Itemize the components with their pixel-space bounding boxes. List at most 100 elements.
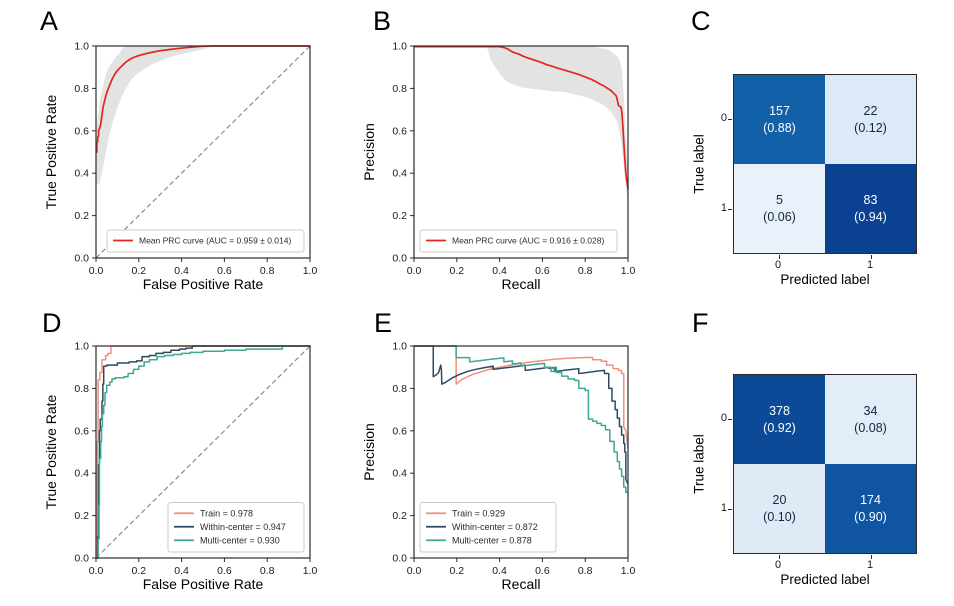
- legend-label: Within-center = 0.947: [200, 522, 286, 532]
- row-tick-label: 0: [720, 112, 727, 124]
- cell-fraction: (0.94): [854, 209, 887, 224]
- panel-f-confusion-matrix: F 378 (0.92) 34 (0.08) 20 (0.10) 174 (0.90) 0 0 1 1…: [636, 300, 954, 606]
- y-tick-label: 1.0: [74, 41, 89, 53]
- row-tick: [728, 418, 732, 420]
- series-line-2: [413, 345, 629, 494]
- x-tick-label: 1.0: [621, 565, 636, 577]
- x-tick-label: 1.0: [303, 565, 318, 577]
- cell-fraction: (0.12): [854, 120, 887, 135]
- legend-label: Within-center = 0.872: [452, 522, 538, 532]
- cell-count: 20: [772, 492, 787, 507]
- panel-label-a: A: [40, 6, 59, 36]
- x-tick-label: 0.8: [578, 565, 593, 577]
- matrix-cell-01: 34 (0.08): [825, 375, 916, 464]
- x-tick-label: 0.6: [535, 265, 550, 277]
- y-tick-label: 0.8: [392, 383, 407, 395]
- y-tick-label: 0.2: [74, 510, 89, 522]
- y-axis-label: True label: [691, 134, 707, 194]
- matrix-cell-10: 20 (0.10): [734, 464, 825, 553]
- col-tick: [870, 255, 872, 259]
- x-tick-label: 0.4: [174, 265, 189, 277]
- x-tick-label: 0.2: [449, 265, 464, 277]
- y-tick-label: 0.6: [392, 425, 407, 437]
- y-tick-label: 1.0: [392, 341, 407, 353]
- y-tick-label: 0.0: [392, 253, 407, 265]
- y-tick-label: 0.8: [74, 83, 89, 95]
- panel-label-f: F: [692, 308, 709, 338]
- cell-count: 34: [863, 403, 878, 418]
- y-tick-label: 0.2: [392, 210, 407, 222]
- x-tick-label: 0.0: [407, 565, 422, 577]
- legend-box: [419, 502, 557, 553]
- legend-label: Train = 0.978: [200, 508, 253, 518]
- legend-label: Train = 0.929: [452, 508, 505, 518]
- series-line-1: [413, 345, 629, 485]
- x-tick-label: 0.2: [131, 265, 146, 277]
- cell-count: 157: [769, 103, 790, 118]
- legend-label: Mean PRC curve (AUC = 0.959 ± 0.014): [139, 236, 291, 246]
- panel-b-prc-mean: B 0.0 0.2 0.4 0.6 0.8 1.0 0.0 0.2 0.4 0.6 0.8 1.0 Re…: [318, 0, 636, 300]
- y-tick-label: 0.8: [392, 83, 407, 95]
- legend: Train = 0.929 Within-center = 0.872 Multi-…: [419, 502, 557, 553]
- confusion-matrix-f: 378 (0.92) 34 (0.08) 20 (0.10) 174 (0.90) 0 0 1 1 Pr…: [636, 300, 954, 600]
- x-axis-label: Recall: [502, 276, 541, 292]
- line-chart-a: 0.0 0.2 0.4 0.6 0.8 1.0 0.0 0.2 0.4 0.6 0.8 1.0 Fals…: [43, 41, 317, 293]
- row-tick: [728, 118, 732, 120]
- y-tick-label: 0.4: [74, 468, 89, 480]
- axes-box: [95, 345, 311, 559]
- cell-count: 83: [863, 192, 878, 207]
- y-tick-label: 0.4: [392, 168, 407, 180]
- y-tick-label: 1.0: [392, 41, 407, 53]
- y-tick-label: 0.8: [74, 383, 89, 395]
- cell-fraction: (0.08): [854, 420, 887, 435]
- x-tick-label: 0.0: [407, 265, 422, 277]
- line-chart-d: 0.0 0.2 0.4 0.6 0.8 1.0 0.0 0.2 0.4 0.6 0.8 1.0 Fals…: [43, 341, 318, 593]
- col-tick: [778, 255, 780, 259]
- y-tick-label: 0.2: [74, 210, 89, 222]
- cell-fraction: (0.10): [763, 509, 796, 524]
- col-tick: [778, 555, 780, 559]
- matrix-cell-01: 22 (0.12): [825, 75, 916, 164]
- y-tick-label: 0.4: [74, 168, 89, 180]
- y-tick-label: 0.6: [74, 425, 89, 437]
- x-tick-label: 0.0: [89, 565, 104, 577]
- x-axis-label: Predicted label: [780, 572, 870, 587]
- y-tick-label: 0.0: [392, 553, 407, 565]
- legend-box: [419, 229, 618, 253]
- panel-c-confusion-matrix: C 157 (0.88) 22 (0.12) 5 (0.06) 83 (0.94) 0 0 1 1 Pr…: [636, 0, 954, 300]
- x-axis-label: False Positive Rate: [143, 576, 264, 592]
- matrix-cell-00: 157 (0.88): [734, 75, 825, 164]
- row-tick-label: 1: [720, 502, 727, 514]
- x-tick-label: 0.2: [131, 565, 146, 577]
- panel-d-roc-cohorts: D 0.0 0.2 0.4 0.6 0.8 1.0 0.0 0.2 0.4 0.6 0.8 1.0 Fa…: [0, 300, 318, 606]
- confidence-band: [486, 46, 628, 203]
- series-line-0: [413, 345, 629, 449]
- axes-box: [413, 45, 629, 259]
- x-tick-label: 0.8: [578, 265, 593, 277]
- cell-count: 5: [776, 192, 783, 207]
- y-axis-label: True Positive Rate: [43, 94, 59, 209]
- cell-fraction: (0.88): [763, 120, 796, 135]
- x-tick-label: 0.6: [217, 565, 232, 577]
- matrix-cell-11: 174 (0.90): [825, 464, 916, 553]
- legend-label: Multi-center = 0.930: [200, 535, 280, 545]
- x-tick-label: 0.2: [449, 565, 464, 577]
- series-line-0: [95, 45, 311, 153]
- y-tick-label: 0.2: [392, 510, 407, 522]
- y-axis-label: Precision: [361, 123, 377, 181]
- col-tick-label: 0: [775, 559, 782, 571]
- col-tick: [870, 555, 872, 559]
- legend: Mean PRC curve (AUC = 0.959 ± 0.014): [106, 229, 305, 253]
- matrix-grid: 378 (0.92) 34 (0.08) 20 (0.10) 174 (0.90): [733, 374, 917, 554]
- matrix-cell-11: 83 (0.94): [825, 164, 916, 253]
- legend-label: Multi-center = 0.878: [452, 535, 532, 545]
- panel-label-c: C: [691, 6, 711, 36]
- y-tick-label: 0.6: [392, 125, 407, 137]
- line-chart-e: 0.0 0.2 0.4 0.6 0.8 1.0 0.0 0.2 0.4 0.6 0.8 1.0 Reca…: [361, 341, 636, 593]
- panel-label-b: B: [373, 6, 392, 36]
- cell-fraction: (0.06): [763, 209, 796, 224]
- row-tick-label: 1: [720, 202, 727, 214]
- x-axis-label: Predicted label: [780, 272, 870, 287]
- legend-box: [167, 502, 305, 553]
